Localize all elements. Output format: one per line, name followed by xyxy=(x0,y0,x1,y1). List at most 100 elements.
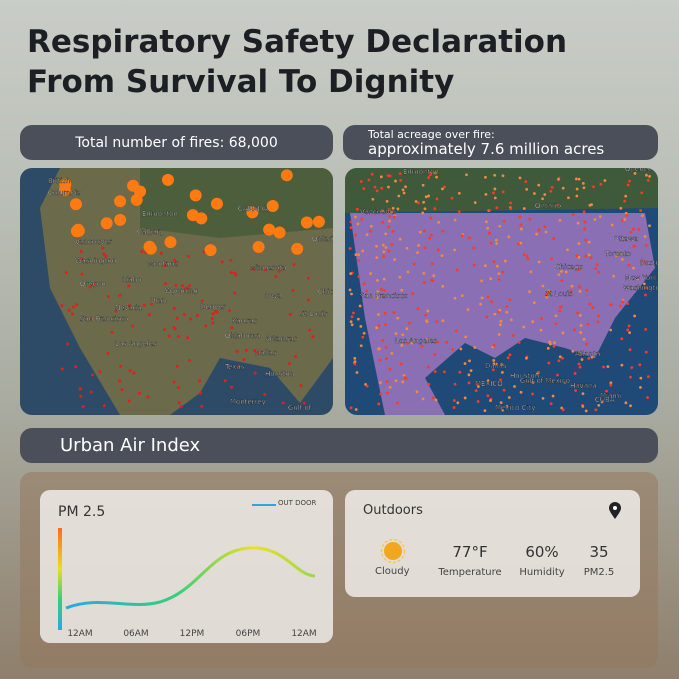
fire-dot xyxy=(387,208,391,212)
fire-dot xyxy=(554,314,558,318)
fire-dot xyxy=(457,191,461,195)
map-label: British xyxy=(48,177,70,185)
land xyxy=(345,168,658,213)
fire-dot xyxy=(519,241,523,245)
fire-dot xyxy=(533,192,536,195)
fire-dot xyxy=(223,379,227,383)
fire-dot xyxy=(574,389,577,392)
fire-dot xyxy=(472,246,476,250)
chart-card: PM 2.5 OUT DOOR 12AM 06AM 12PM 06PM 12AM xyxy=(40,490,333,643)
fire-dot xyxy=(578,289,582,293)
fire-dot xyxy=(281,401,285,405)
fire-dot xyxy=(585,288,589,292)
fire-dot xyxy=(416,251,419,255)
fire-dot xyxy=(379,392,383,396)
fire-dot xyxy=(467,373,471,377)
fire-dot xyxy=(348,288,352,292)
fire-dot xyxy=(453,248,457,252)
fire-dot xyxy=(179,404,183,408)
fire-dot xyxy=(362,331,366,335)
fire-dot xyxy=(501,408,505,412)
fire-dot xyxy=(432,396,435,399)
fire-dot xyxy=(415,390,419,394)
fire-dot xyxy=(435,320,439,324)
fire-dot xyxy=(379,175,383,179)
caption: approximately 7.6 million acres xyxy=(368,140,605,158)
fire-dot xyxy=(579,352,583,356)
fire-dot xyxy=(106,295,110,299)
fire-dot xyxy=(629,230,633,234)
fire-dot xyxy=(539,328,543,332)
fire-dot xyxy=(489,399,492,403)
fire-dot xyxy=(582,186,586,190)
fire-dot xyxy=(582,337,586,341)
fire-dot xyxy=(89,390,93,394)
fire-dot xyxy=(378,381,382,385)
fire-dot xyxy=(235,350,239,354)
fire-dot xyxy=(463,362,467,365)
fire-dot xyxy=(569,289,573,293)
fire-dot xyxy=(433,353,437,356)
fire-dot xyxy=(557,359,561,363)
fire-dot xyxy=(626,183,630,187)
condition: Cloudy xyxy=(375,566,410,577)
fire-dot xyxy=(189,317,193,321)
fire-dot xyxy=(499,401,503,405)
fire-dot xyxy=(476,400,480,403)
fire-dot xyxy=(60,304,64,308)
fire-dot xyxy=(535,372,539,376)
fire-dot xyxy=(519,390,523,394)
fire-dot xyxy=(483,264,487,268)
fire-dot xyxy=(354,215,357,219)
fire-dot xyxy=(392,215,396,219)
fire-map: British Columbia Edmonton CANADA Calgary Vanc… xyxy=(20,168,333,415)
fire-dot xyxy=(433,370,437,374)
fire-icon xyxy=(263,223,276,236)
fire-dot xyxy=(504,259,507,263)
fire-dot xyxy=(81,404,85,408)
fire-dot xyxy=(500,363,503,367)
fire-dot xyxy=(75,303,79,307)
fire-dot xyxy=(359,344,363,348)
fire-dot xyxy=(163,282,167,286)
fire-dot xyxy=(642,282,646,286)
fire-dot xyxy=(497,272,501,276)
fire-dot xyxy=(292,263,296,267)
fire-dot xyxy=(566,248,569,252)
map-label: Dallas xyxy=(485,362,507,370)
fire-dot xyxy=(502,219,506,223)
map-label: Havana xyxy=(570,382,597,390)
fire-dot xyxy=(200,299,204,303)
fire-dot xyxy=(354,253,358,256)
fire-dot xyxy=(435,197,439,201)
map-label: Houston xyxy=(265,370,294,378)
fire-dot xyxy=(163,263,167,267)
fire-icon xyxy=(114,195,127,208)
legend-swatch xyxy=(252,504,276,506)
fire-dot xyxy=(466,308,470,312)
fire-dot xyxy=(495,242,498,245)
fire-dot xyxy=(493,312,497,316)
fire-dot xyxy=(551,394,555,398)
fire-dot xyxy=(618,304,622,308)
fire-dot xyxy=(578,365,582,369)
fire-dot xyxy=(79,249,83,253)
fire-dot xyxy=(421,211,425,215)
fire-dot xyxy=(398,275,402,279)
fire-dot xyxy=(476,385,480,388)
fire-dot xyxy=(495,206,499,210)
fire-dot xyxy=(441,187,444,191)
fire-dot xyxy=(632,266,635,270)
fire-dot xyxy=(531,320,535,324)
map-label: Chicago xyxy=(318,288,333,296)
section-bar: Urban Air Index xyxy=(20,428,658,463)
fire-dot xyxy=(67,308,71,312)
fire-dot xyxy=(593,218,597,221)
fire-dot xyxy=(307,328,311,332)
fire-icon xyxy=(204,244,217,257)
fire-dot xyxy=(388,215,392,218)
fire-dot xyxy=(491,368,495,372)
fire-dot xyxy=(453,218,457,222)
fire-dot xyxy=(380,209,384,213)
fire-dot xyxy=(576,221,580,225)
